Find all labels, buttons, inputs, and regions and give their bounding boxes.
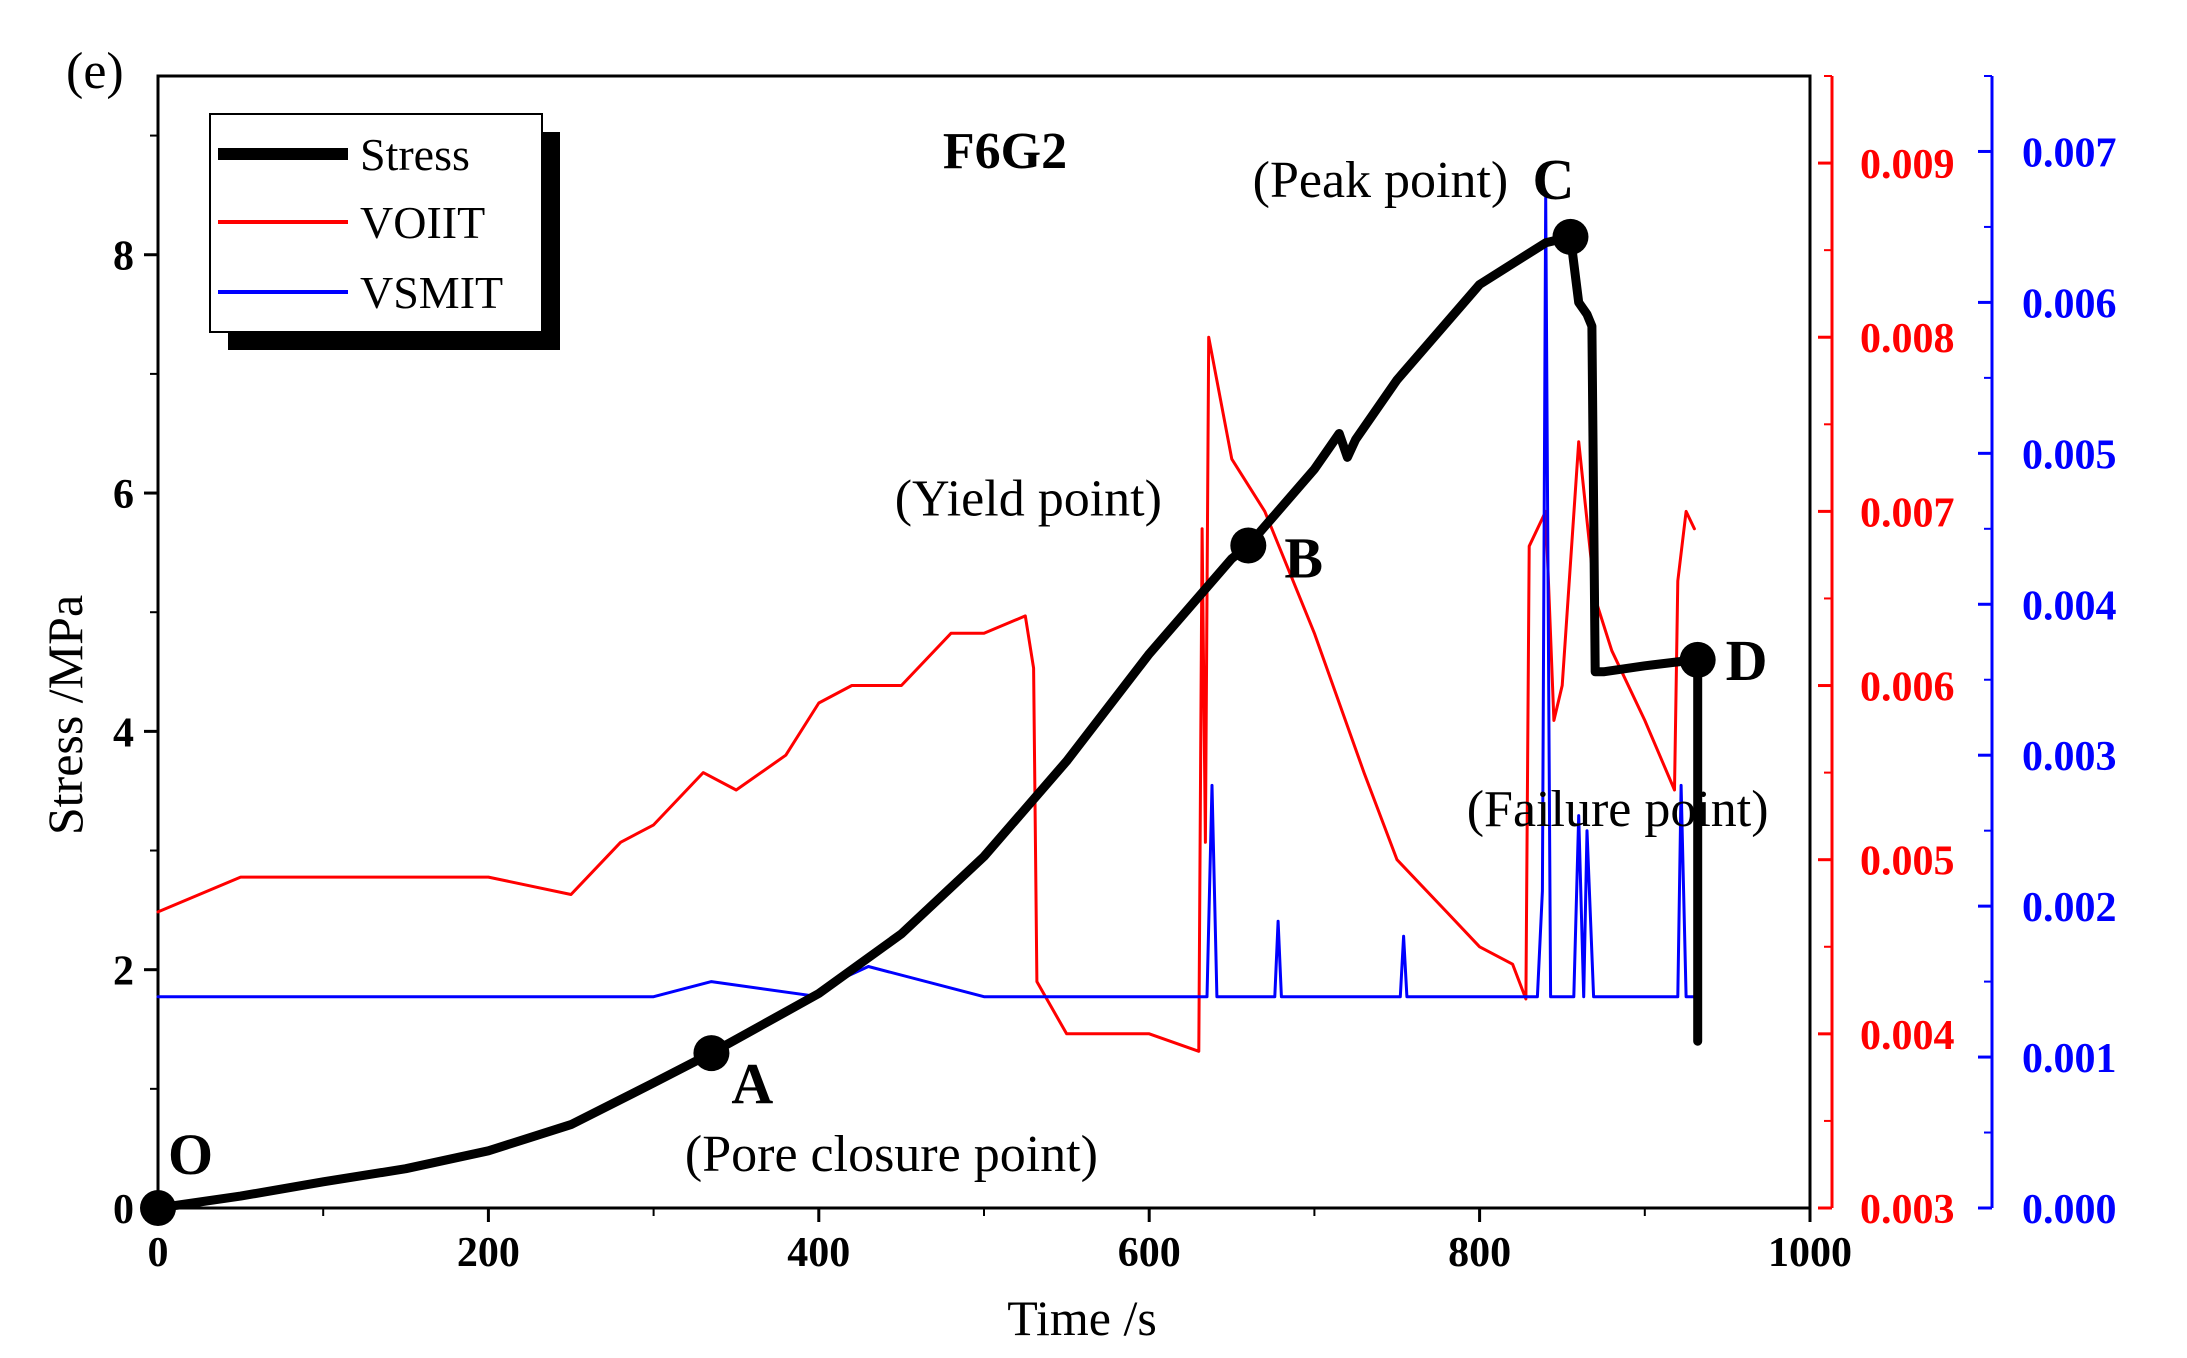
y2-tick-label-3: 0.006 <box>1860 665 1955 711</box>
y2-tick-label-4: 0.007 <box>1860 490 1955 536</box>
marker-point-c <box>1552 218 1589 255</box>
marker-letter-c: C <box>1532 147 1574 212</box>
chart-title: F6G2 <box>943 123 1067 180</box>
marker-point-d <box>1679 641 1716 678</box>
y2-tick-label-6: 0.009 <box>1860 142 1955 188</box>
x-axis-title: Time /s <box>1007 1290 1157 1346</box>
y2-tick-label-1: 0.004 <box>1860 1013 1955 1059</box>
x-tick-label-5: 1000 <box>1768 1230 1852 1276</box>
y3-tick-label-1: 0.001 <box>2022 1036 2117 1082</box>
y-tick-label-0: 0 <box>113 1187 134 1233</box>
x-tick-label-2: 400 <box>787 1230 850 1276</box>
marker-point-a <box>693 1035 730 1072</box>
x-tick-label-1: 200 <box>457 1230 520 1276</box>
y-tick-label-2: 4 <box>113 710 134 756</box>
marker-point-b <box>1230 527 1267 564</box>
series-line-stress <box>153 232 1703 1213</box>
y-tick-label-3: 6 <box>113 472 134 518</box>
marker-letter-a: A <box>731 1051 773 1116</box>
series-line-voiit <box>156 335 1696 1053</box>
legend-label-voiit: VOIIT <box>360 197 485 248</box>
y3-tick-label-7: 0.007 <box>2022 130 2117 176</box>
marker-point-o <box>140 1190 176 1226</box>
y3-tick-label-5: 0.005 <box>2022 432 2117 478</box>
x-tick-label-4: 800 <box>1448 1230 1511 1276</box>
legend-label-stress: Stress <box>360 129 470 180</box>
legend-label-vsmit: VSMIT <box>360 267 503 318</box>
y3-tick-label-0: 0.000 <box>2022 1187 2117 1233</box>
y3-tick-label-2: 0.002 <box>2022 885 2117 931</box>
y2-tick-label-0: 0.003 <box>1860 1187 1955 1233</box>
y2-tick-label-5: 0.008 <box>1860 316 1955 362</box>
panel-label: (e) <box>66 43 124 100</box>
y-tick-label-4: 8 <box>113 234 134 280</box>
marker-annotation-b: (Yield point) <box>895 470 1162 527</box>
marker-letter-b: B <box>1284 525 1323 590</box>
y3-tick-label-3: 0.003 <box>2022 734 2117 780</box>
y-axis-title: Stress /MPa <box>37 595 93 835</box>
y3-tick-label-6: 0.006 <box>2022 281 2117 327</box>
marker-annotation-a: (Pore closure point) <box>685 1126 1098 1183</box>
x-tick-label-0: 0 <box>148 1230 169 1276</box>
marker-annotation-c: (Peak point) <box>1253 152 1509 209</box>
y3-tick-label-4: 0.004 <box>2022 583 2117 629</box>
y-tick-label-1: 2 <box>113 949 134 995</box>
y2-tick-label-2: 0.005 <box>1860 839 1955 885</box>
marker-annotation-d: (Failure point) <box>1467 781 1769 838</box>
marker-letter-o: O <box>168 1122 213 1187</box>
legend: Stress VOIIT VSMIT <box>209 113 560 350</box>
marker-letter-d: D <box>1726 628 1768 693</box>
x-tick-label-3: 600 <box>1118 1230 1181 1276</box>
